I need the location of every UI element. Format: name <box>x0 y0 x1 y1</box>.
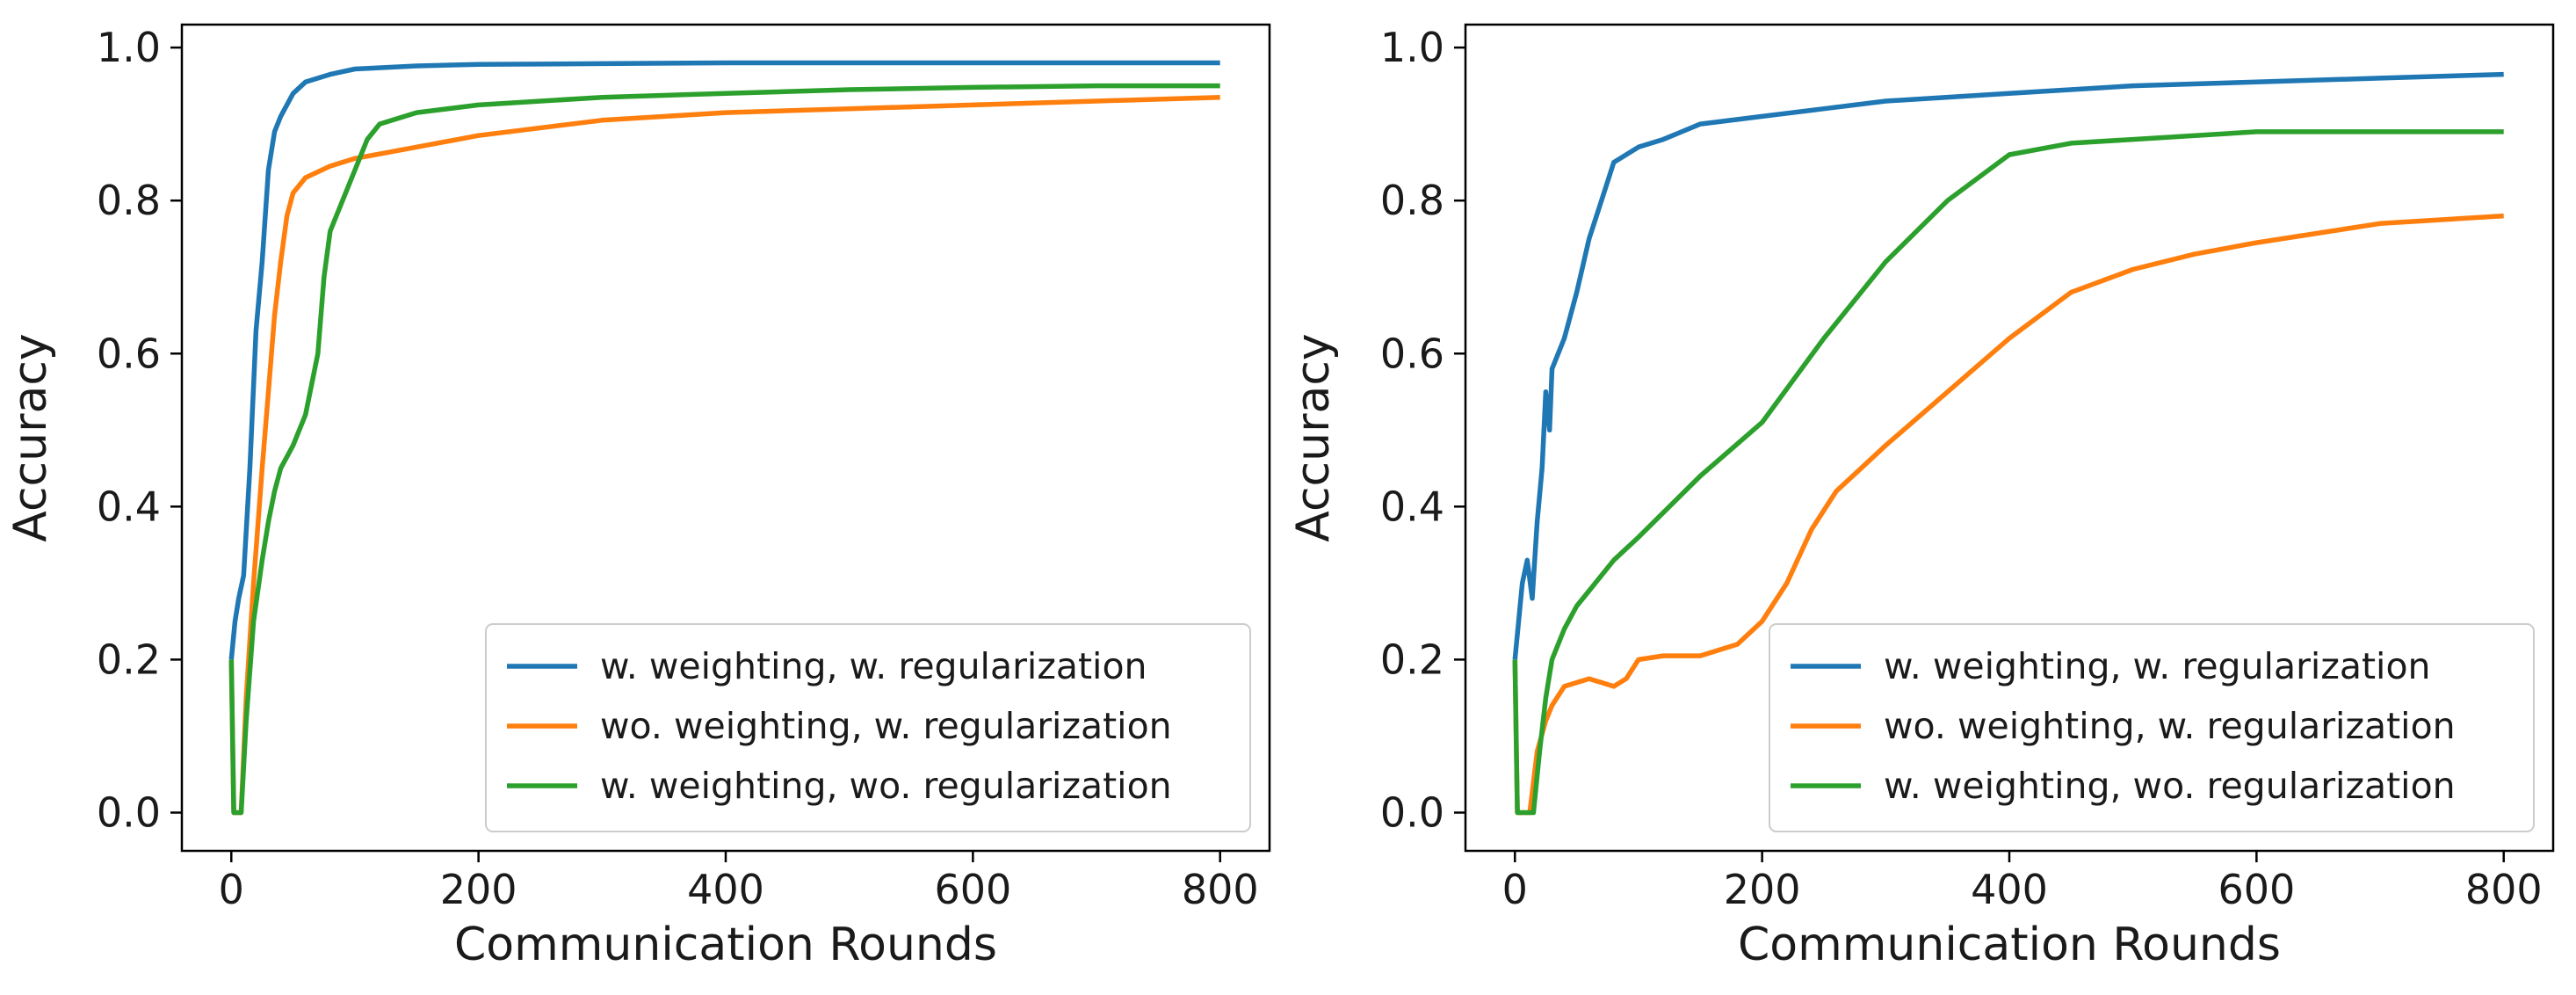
y-tick-label: 0.2 <box>97 635 161 683</box>
y-tick-label: 0.6 <box>1380 330 1444 377</box>
y-tick-label: 0.0 <box>97 788 161 836</box>
legend: w. weighting, w. regularization wo. weigh… <box>485 623 1251 832</box>
y-axis-label: Accuracy <box>1287 333 1340 541</box>
y-tick-label: 0.2 <box>1380 635 1444 683</box>
x-tick-label: 600 <box>934 866 1011 913</box>
series-line-1 <box>228 60 1220 660</box>
series-line-3 <box>228 83 1220 816</box>
legend-label: w. weighting, wo. regularization <box>600 765 1172 807</box>
legend-label: w. weighting, w. regularization <box>1884 645 2431 687</box>
x-tick-label: 800 <box>2465 866 2543 913</box>
x-tick-label: 0 <box>1502 866 1528 913</box>
x-tick-label: 400 <box>687 866 764 913</box>
legend-label: w. weighting, wo. regularization <box>1884 765 2456 807</box>
y-tick-label: 0.8 <box>1380 177 1444 224</box>
legend: w. weighting, w. regularization wo. weigh… <box>1769 623 2535 832</box>
legend-box <box>1769 623 2535 832</box>
y-tick-label: 0.4 <box>1380 483 1444 530</box>
x-tick-label: 200 <box>440 866 517 913</box>
x-axis-label: Communication Rounds <box>454 919 997 971</box>
chart-panel-2: 0 200 400 600 800 0.0 0.2 0.4 0.6 0.8 1.0 Communica… <box>1287 23 2555 971</box>
y-tick-label: 1.0 <box>97 24 161 71</box>
legend-label: wo. weighting, w. regularization <box>600 705 1172 747</box>
legend-box <box>485 623 1251 832</box>
series-line-1 <box>1512 71 2504 660</box>
series-line-2 <box>1512 213 2504 816</box>
y-tick-label: 1.0 <box>1380 24 1444 71</box>
y-tick-label: 0.8 <box>97 177 161 224</box>
legend-label: w. weighting, w. regularization <box>600 645 1147 687</box>
y-tick-label: 0.0 <box>1380 788 1444 836</box>
x-tick-label: 200 <box>1724 866 1801 913</box>
y-axis-label: Accuracy <box>4 333 57 541</box>
legend-label: wo. weighting, w. regularization <box>1884 705 2456 747</box>
x-tick-label: 0 <box>219 866 244 913</box>
y-tick-label: 0.6 <box>97 330 161 377</box>
x-axis-label: Communication Rounds <box>1738 919 2281 971</box>
y-tick-label: 0.4 <box>97 483 161 530</box>
x-tick-label: 800 <box>1182 866 1259 913</box>
chart-panel-1: 0 200 400 600 800 0.0 0.2 0.4 0.6 0.8 1.0 Communica… <box>4 23 1271 971</box>
x-tick-label: 600 <box>2218 866 2295 913</box>
x-tick-label: 400 <box>1971 866 2048 913</box>
series-line-3 <box>1512 129 2504 816</box>
